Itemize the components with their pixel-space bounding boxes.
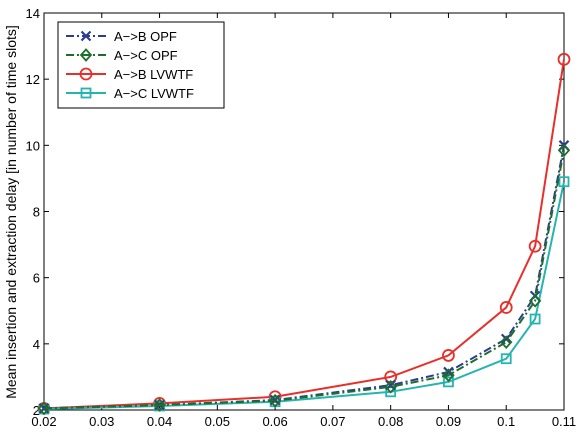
x-tick-label: 0.03: [89, 414, 114, 429]
y-tick-label: 12: [26, 72, 40, 87]
data-point-a-to-b-lvwtf: [499, 301, 513, 314]
data-point-a-to-c-opf: [153, 398, 166, 412]
data-point-a-to-b-opf: [500, 333, 512, 345]
data-point-a-to-c-opf: [528, 293, 542, 308]
series-line-a-to-c-opf: [43, 150, 565, 410]
legend-item-a-to-c-lvwtf: A−>C LVWTF: [66, 86, 194, 101]
x-tick-label: 0.06: [262, 414, 287, 429]
x-tick-label: 0.02: [31, 414, 56, 429]
x-tick-label: 0.09: [436, 414, 461, 429]
x-tick-label: 0.08: [378, 414, 403, 429]
data-point-a-to-b-lvwtf: [153, 396, 166, 410]
data-point-a-to-c-opf: [500, 335, 513, 350]
y-tick-label: 10: [26, 138, 40, 153]
data-point-a-to-c-lvwtf: [443, 376, 454, 388]
y-tick-label: 4: [33, 337, 40, 352]
series-line-a-to-b-lvwtf: [43, 59, 565, 410]
y-tick-label: 8: [33, 205, 40, 220]
data-point-a-to-b-lvwtf: [442, 349, 455, 362]
legend-label: A−>B LVWTF: [114, 67, 193, 82]
legend-item-a-to-c-opf: A−>C OPF: [66, 48, 178, 63]
data-point-a-to-c-lvwtf: [529, 313, 541, 325]
series-a-to-b-lvwtf: [37, 52, 571, 415]
legend-marker: [80, 87, 92, 99]
y-tick-label: 6: [33, 271, 40, 286]
y-tick-label: 2: [33, 403, 40, 418]
legend-marker: [79, 67, 93, 81]
data-point-a-to-b-lvwtf: [557, 52, 571, 66]
x-tick-label: 0.07: [320, 414, 345, 429]
x-tick-label: 0.1: [497, 414, 515, 429]
data-point-a-to-c-opf: [557, 143, 571, 158]
legend-label: A−>C OPF: [114, 48, 178, 63]
axis-ticks: 0.02 0.03 0.04 0.05 0.06 0.07 0.08 0.09 0.1 0.11 2…: [26, 6, 577, 429]
data-point-a-to-c-lvwtf: [558, 176, 570, 188]
data-point-a-to-c-opf: [442, 368, 455, 383]
data-point-a-to-c-opf: [37, 401, 51, 416]
legend-item-a-to-b-lvwtf: A−>B LVWTF: [66, 67, 193, 82]
legend-marker: [80, 30, 92, 42]
legend-label: A−>B OPF: [114, 29, 177, 44]
data-point-a-to-b-lvwtf: [528, 239, 542, 253]
x-tick-label: 0.04: [147, 414, 172, 429]
x-tick-label: 0.05: [205, 414, 230, 429]
legend-label: A−>C LVWTF: [114, 86, 194, 101]
y-axis-label: Mean insertion and extraction delay [in …: [3, 25, 19, 399]
legend-marker: [79, 48, 93, 62]
data-point-a-to-c-lvwtf: [500, 353, 512, 365]
data-point-a-to-c-opf: [268, 393, 282, 408]
data-point-a-to-c-opf: [384, 380, 397, 394]
series-a-to-c-opf: [37, 143, 571, 416]
legend: A−>B OPF A−>C OPF A−>B LVWTF A−>C LVWTF: [57, 21, 225, 109]
series-layer: [37, 52, 571, 416]
legend-item-a-to-b-opf: A−>B OPF: [66, 29, 177, 44]
x-tick-label: 0.11: [552, 414, 576, 429]
y-tick-label: 14: [26, 6, 40, 21]
